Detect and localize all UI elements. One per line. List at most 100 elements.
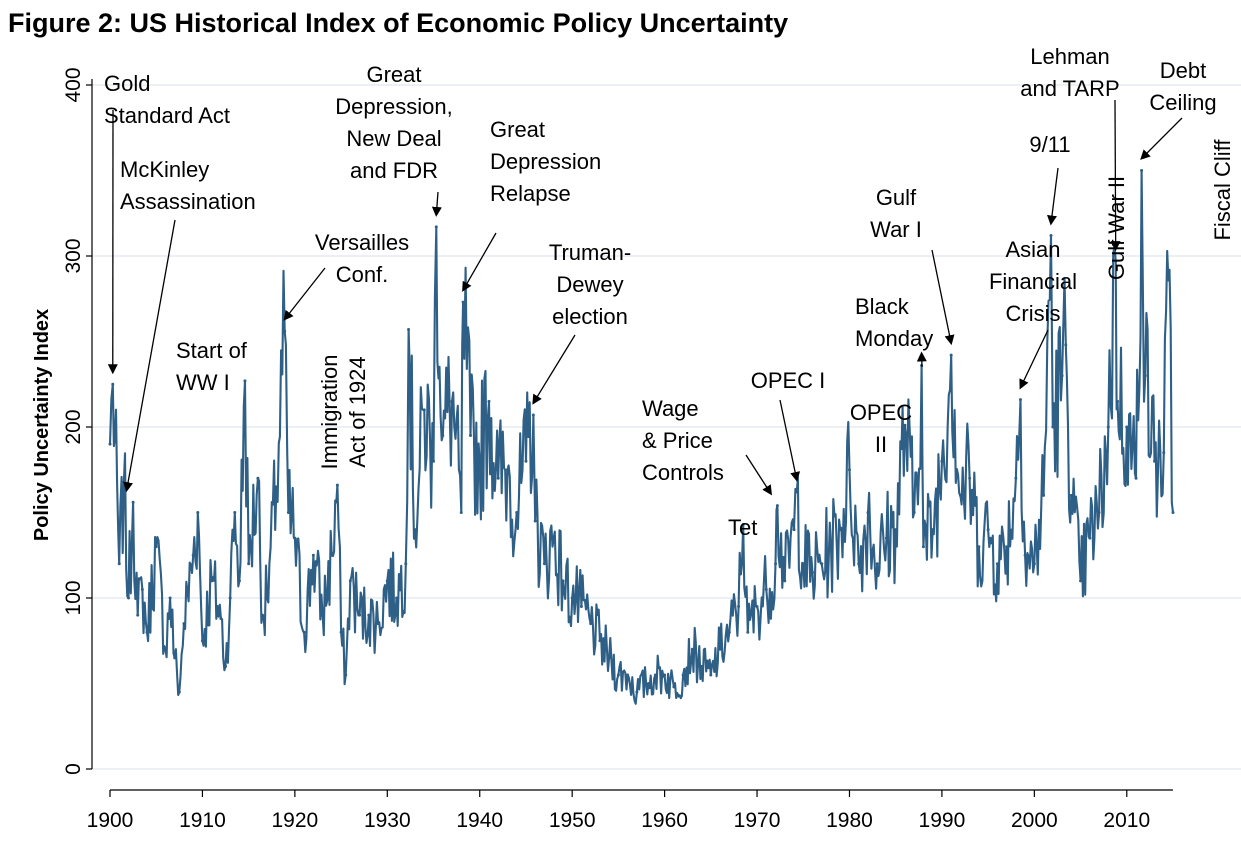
tick-labels: 01002003004001900 1910 1920 1930 1940 1950 196… — [62, 67, 1150, 832]
data-point — [746, 631, 749, 634]
annotation-label: Great — [490, 117, 545, 142]
data-point — [728, 631, 731, 634]
data-point — [1042, 494, 1045, 497]
data-point — [894, 528, 897, 531]
data-point — [321, 614, 324, 617]
data-point — [460, 511, 463, 514]
data-point — [432, 460, 435, 463]
annotation: BlackMonday — [855, 294, 933, 367]
data-point — [173, 656, 176, 659]
data-point — [182, 622, 185, 625]
annotation-label: OPEC — [850, 400, 912, 425]
annotation-label: Start of — [176, 338, 248, 363]
data-point — [672, 685, 675, 688]
data-point — [407, 328, 410, 331]
data-point — [1024, 554, 1027, 557]
data-point — [196, 511, 199, 514]
annotation: Versailles Conf. — [285, 230, 409, 319]
data-point — [1116, 400, 1119, 403]
annotation-arrow — [932, 250, 951, 343]
data-point — [275, 485, 278, 488]
data-point — [737, 605, 740, 608]
annotation-label: Monday — [855, 326, 933, 351]
annotation-arrow — [1115, 100, 1116, 249]
data-point — [441, 434, 444, 437]
annotation-label: and FDR — [350, 158, 438, 183]
data-point — [127, 597, 130, 600]
data-point — [414, 528, 417, 531]
annotation-label: Gulf — [876, 185, 917, 210]
data-point — [608, 656, 611, 659]
x-tick-label: 2010 — [1103, 809, 1150, 832]
data-point — [543, 562, 546, 565]
data-point — [404, 562, 407, 565]
y-axis-label: Policy Uncertainty Index — [31, 309, 53, 541]
data-point — [210, 579, 213, 582]
annotation-label: Conf. — [336, 262, 389, 287]
annotation-label: Great — [366, 62, 421, 87]
data-point — [247, 562, 250, 565]
data-point — [349, 579, 352, 582]
data-point — [1135, 477, 1138, 480]
data-point — [1019, 398, 1022, 401]
data-point — [283, 330, 286, 333]
data-point — [1033, 562, 1036, 565]
data-point — [243, 379, 246, 382]
data-point — [802, 562, 805, 565]
data-point — [141, 588, 144, 591]
x-tick-label: 1990 — [919, 809, 966, 832]
data-point — [330, 554, 333, 557]
data-point — [1167, 278, 1170, 281]
data-point — [1125, 426, 1128, 429]
annotation-label: Gulf War II — [1104, 176, 1129, 280]
data-point — [118, 562, 121, 565]
annotation-arrow — [436, 192, 438, 215]
annotation-label: Controls — [642, 460, 724, 485]
y-tick-label: 300 — [62, 238, 85, 273]
data-point — [524, 460, 527, 463]
annotation-label: Relapse — [490, 181, 571, 206]
annotation-label: Immigration — [317, 355, 342, 470]
annotation: Immigration Act of 1924 — [317, 355, 370, 470]
data-point — [344, 673, 347, 676]
annotation-label: and TARP — [1020, 76, 1119, 101]
data-point — [287, 511, 290, 514]
data-point — [386, 579, 389, 582]
data-point — [312, 554, 315, 557]
annotation-label: Wage — [642, 396, 699, 421]
data-point — [996, 562, 999, 565]
data-point — [219, 617, 222, 620]
data-point — [1088, 537, 1091, 540]
annotation: Fiscal Cliff — [1210, 139, 1235, 241]
annotation-label: Depression — [490, 149, 601, 174]
y-tick-label: 200 — [62, 409, 85, 444]
data-point — [1051, 426, 1054, 429]
annotation-arrow — [1051, 168, 1058, 223]
annotation: McKinleyAssassination — [120, 157, 256, 490]
annotation: Truman-Deweyelection — [533, 240, 631, 403]
data-point — [959, 494, 962, 497]
data-point — [783, 579, 786, 582]
data-point — [261, 614, 264, 617]
chart: Figure 2: US Historical Index of Economi… — [0, 0, 1241, 847]
data-point — [839, 528, 842, 531]
x-tick-label: 2000 — [1011, 809, 1058, 832]
data-point — [561, 579, 564, 582]
data-point — [617, 673, 620, 676]
y-tick-label: 400 — [62, 67, 85, 102]
data-point — [1144, 374, 1147, 377]
data-point — [571, 597, 574, 600]
data-point — [111, 383, 114, 386]
annotation-label: & Price — [642, 428, 713, 453]
chart-title: Figure 2: US Historical Index of Economi… — [8, 8, 788, 38]
data-point — [1070, 494, 1073, 497]
annotation-label: Asian — [1005, 237, 1060, 262]
data-point — [1107, 426, 1110, 429]
data-point — [1098, 511, 1101, 514]
data-point — [423, 408, 426, 411]
annotation-arrow — [533, 335, 575, 403]
data-point — [506, 468, 509, 471]
data-point — [913, 511, 916, 514]
data-point — [266, 597, 269, 600]
data-point — [109, 443, 112, 446]
